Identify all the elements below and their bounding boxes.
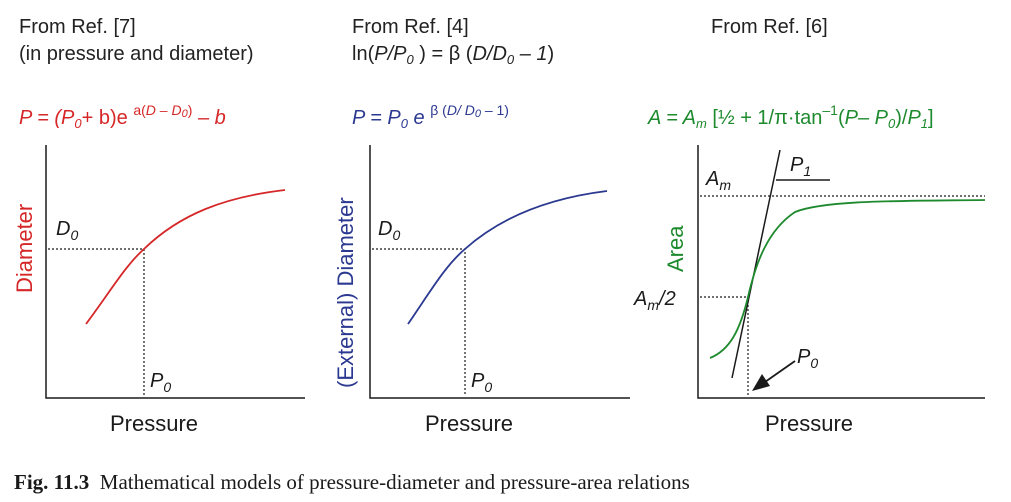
panel3-am-label: Am [706,168,732,193]
panel3-p0-label: P0 [797,346,819,371]
label-part: A [634,288,648,310]
figure-caption: Fig. 11.3 Mathematical models of pressur… [14,470,690,495]
panel1-ref-subtitle: (in pressure and diameter) [19,43,254,65]
eq-sub: m [696,116,707,131]
eq-part: e [407,107,425,129]
exp-sub: 0 [474,108,481,120]
eq-part: P [907,107,921,129]
eq-part: P– P [844,107,888,129]
label-part: D [378,218,393,240]
panel1-axes [45,145,305,399]
eq-part: P = (P [19,107,75,129]
label-sub: 0 [810,355,819,371]
panel1-x-axis-label: Pressure [110,411,199,436]
caption-label: Fig. 11.3 [14,470,90,494]
ref-part: ) = β ( [413,43,473,65]
eq-part: )/ [895,107,908,129]
panel2-d0-label: D0 [378,218,401,243]
eq-part: ] [928,107,934,129]
exp-part: a( [133,102,146,118]
panel3-am-half-guide [700,296,749,396]
eq-part: + b)e [81,107,128,129]
panel1-equation: P = (P0+ b)e a(D – D0) – b [19,103,226,131]
eq-part: ( [837,107,845,129]
label-part: P [790,154,804,176]
ref-sub: 0 [406,52,414,67]
label-part: A [706,168,720,190]
exp-part: D/ D [446,102,475,118]
panel2-p0-label: P0 [471,370,493,395]
label-sub: 1 [803,163,812,179]
label-sub: m [647,297,660,313]
exp-part: D – D [145,102,182,118]
panel2-ref-title: From Ref. [4] [352,16,469,38]
panel1-curve [85,189,286,325]
panel1-d0-label: D0 [56,218,79,243]
ref-sub: 0 [506,52,515,67]
panel3-tangent-line [731,149,781,379]
panel3-p0-arrow-line [764,360,796,383]
eq-exponent: β (D/ D0 – 1) [430,102,509,120]
panel2-curve [407,190,608,325]
panel1-p0-label: P0 [150,370,172,395]
panel3-p0-arrowhead [752,374,770,391]
panel3-equation: A = Am [½ + 1/π·tan–1(P– P0)/P1] [648,103,934,131]
caption-text: Mathematical models of pressure-diameter… [99,470,690,494]
label-sub: 0 [163,379,172,395]
panel3-am-half-label: Am/2 [634,288,676,313]
eq-part: P = P [352,107,401,129]
label-sub: m [719,177,732,193]
eq-sub: 1 [920,116,929,131]
panel2-d0-guide [372,248,466,396]
eq-part: – b [192,107,226,129]
eq-sub: 0 [400,116,408,131]
label-part: P [150,370,164,392]
eq-exponent: a(D – D0) [133,102,193,120]
panel1-ref-title: From Ref. [7] [19,16,136,38]
exp-part: ) [187,102,193,118]
label-part: P [797,346,811,368]
panel2-equation: P = P0 e β (D/ D0 – 1) [352,103,509,131]
panel3-p1-label: P1 [790,154,812,179]
eq-exponent: –1 [822,102,838,118]
panel2-ref-equation: ln(P/P0 ) = β (D/D0 – 1) [352,41,554,67]
ref-part: ) [547,43,555,65]
ref-part: D/D [472,43,507,65]
label-sub: 0 [70,227,79,243]
ref-part: – 1 [514,43,548,65]
exp-part: – 1) [480,102,509,118]
eq-sub: 0 [74,116,82,131]
panel3-x-axis-label: Pressure [765,411,854,436]
label-part: D [56,218,71,240]
exp-part: β ( [430,102,447,118]
label-part: P [471,370,485,392]
eq-part: [½ + 1/π·tan [706,107,823,129]
label-sub: 0 [484,379,493,395]
ref-part: P/P [374,43,407,65]
label-sub: 0 [392,227,401,243]
ref-part: ln( [352,43,375,65]
eq-sub: 0 [887,116,896,131]
panel1-d0-guide [48,248,145,396]
panel2-x-axis-label: Pressure [425,411,514,436]
exp-sub: 0 [181,108,188,120]
label-part: /2 [659,288,676,310]
panel3-curve [709,199,986,359]
panel3-axes [697,145,985,399]
eq-part: A = A [648,107,696,129]
panel2-axes [369,145,630,399]
panel3-ref-title: From Ref. [6] [711,16,828,38]
